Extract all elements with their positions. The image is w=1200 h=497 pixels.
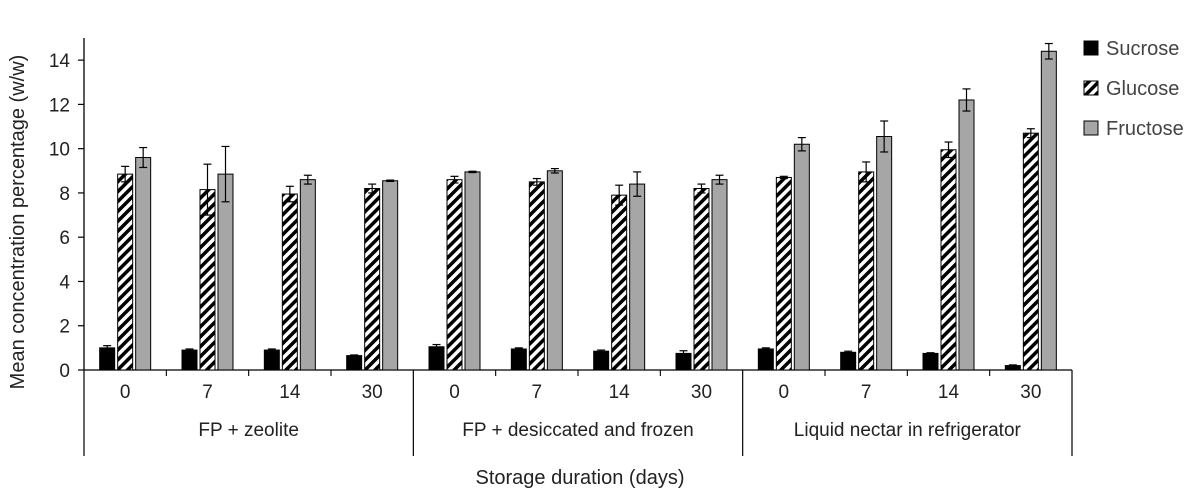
- bar-sucrose: [757, 348, 774, 371]
- group-label: Liquid nectar in refrigerator: [794, 420, 1022, 441]
- bar-sucrose: [263, 349, 280, 371]
- x-tick-label: 7: [202, 382, 213, 403]
- bar-fructose: [958, 99, 975, 371]
- x-tick-label: 30: [362, 382, 383, 403]
- x-axis-title: Storage duration (days): [475, 467, 684, 489]
- y-tick-label: 8: [59, 184, 70, 205]
- legend-swatch-glucose: [1083, 80, 1099, 96]
- x-tick-label: 7: [861, 382, 872, 403]
- legend-label-sucrose: Sucrose: [1106, 38, 1179, 60]
- y-axis-title: Mean concentration percentage (w/w): [7, 55, 29, 390]
- legend-swatch-fructose: [1083, 120, 1099, 136]
- bar-fructose: [135, 157, 152, 371]
- x-tick-label: 0: [120, 382, 131, 403]
- bar-fructose: [793, 143, 810, 371]
- axes: 0 2 4 6 8 10 12 14 0 7 14 30 0 7 14 30 0 7 14 30 FP + zeolit…: [49, 38, 1073, 456]
- bar-fructose: [217, 173, 234, 371]
- bar-glucose: [611, 194, 628, 371]
- bar-fructose: [382, 180, 399, 371]
- bar-sucrose: [922, 352, 939, 371]
- bar-sucrose: [181, 349, 198, 371]
- bar-glucose: [858, 171, 875, 371]
- bar-glucose: [1022, 132, 1039, 371]
- legend-label-fructose: Fructose: [1106, 118, 1184, 140]
- x-tick-label: 30: [691, 382, 712, 403]
- bar-glucose: [446, 179, 463, 371]
- bar-fructose: [629, 183, 646, 371]
- x-tick-label: 7: [532, 382, 543, 403]
- bar-glucose: [693, 188, 710, 371]
- legend-swatch-sucrose: [1083, 40, 1099, 56]
- x-tick-label: 0: [449, 382, 460, 403]
- y-tick-label: 0: [59, 361, 70, 382]
- bars-layer: [99, 50, 1057, 371]
- group-label: FP + zeolite: [198, 420, 299, 441]
- x-tick-label: 0: [779, 382, 790, 403]
- bar-fructose: [876, 135, 893, 371]
- x-tick-label: 14: [938, 382, 960, 403]
- bar-glucose: [117, 173, 134, 371]
- x-tick-label: 30: [1020, 382, 1041, 403]
- bar-glucose: [528, 181, 545, 371]
- y-tick-label: 2: [59, 317, 70, 338]
- bar-sucrose: [99, 347, 116, 371]
- bar-sucrose: [510, 348, 527, 371]
- bar-sucrose: [428, 346, 445, 371]
- bar-glucose: [775, 176, 792, 371]
- group-label: FP + desiccated and frozen: [462, 420, 694, 441]
- bar-glucose: [199, 189, 216, 371]
- legend-label-glucose: Glucose: [1106, 78, 1179, 100]
- bar-fructose: [1040, 50, 1057, 371]
- error-bars-layer: [103, 42, 1053, 367]
- y-tick-label: 6: [59, 228, 70, 249]
- bar-fructose: [711, 179, 728, 371]
- bar-glucose: [940, 149, 957, 371]
- bar-fructose: [299, 179, 316, 371]
- y-tick-label: 4: [59, 272, 70, 293]
- y-tick-label: 12: [49, 95, 70, 116]
- x-tick-label: 14: [609, 382, 631, 403]
- bar-sucrose: [346, 355, 363, 371]
- x-tick-label: 14: [279, 382, 301, 403]
- legend: Sucrose Glucose Fructose: [1083, 38, 1184, 140]
- y-tick-label: 10: [49, 140, 70, 161]
- bar-sucrose: [593, 350, 610, 371]
- bar-fructose: [546, 170, 563, 371]
- bar-sucrose: [840, 351, 857, 371]
- bar-fructose: [464, 171, 481, 371]
- bar-glucose: [364, 188, 381, 371]
- bar-glucose: [281, 193, 298, 371]
- y-tick-label: 14: [49, 51, 71, 72]
